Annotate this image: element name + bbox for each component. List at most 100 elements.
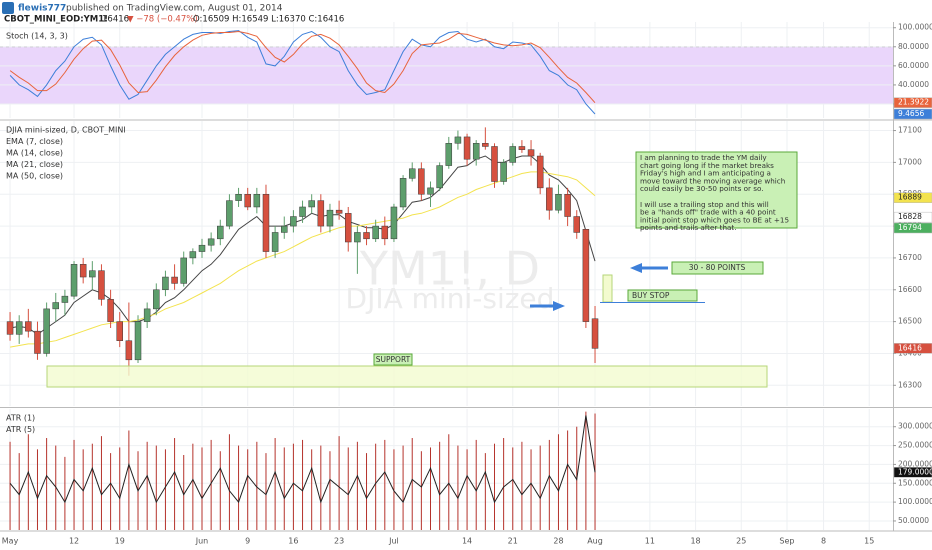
- symbol: CBOT_MINI_EOD:YM1!: [4, 15, 108, 25]
- buy-stop-label: BUY STOP: [632, 291, 670, 300]
- y-tick-label: 50.0000: [898, 516, 929, 525]
- y-tick-label: 16500: [898, 317, 922, 326]
- candle-body: [509, 146, 517, 163]
- y-tick-label: 200.0000: [898, 459, 932, 468]
- support-label-box: [373, 353, 413, 366]
- x-tick-label: 8: [821, 537, 826, 546]
- x-tick-label: Jun: [195, 537, 209, 546]
- y-tick-label: 16700: [898, 253, 922, 262]
- candle-body: [527, 149, 535, 157]
- arrow-right: [530, 301, 565, 311]
- x-tick-label: Jul: [388, 537, 399, 546]
- candle-body: [125, 340, 133, 361]
- candle-body: [372, 225, 379, 240]
- candle-body: [536, 155, 544, 189]
- note: I am planning to trade the YM dailychart…: [640, 153, 789, 232]
- y-tick-label: 150.0000: [898, 478, 932, 487]
- support-zone: [46, 365, 768, 388]
- candle-body: [408, 168, 416, 179]
- note-box: [635, 151, 798, 229]
- series-line: [10, 171, 596, 348]
- candle-body: [253, 193, 261, 208]
- candle-body: [198, 244, 206, 252]
- series-line: [9, 30, 596, 115]
- candle-body: [89, 270, 96, 278]
- logo: [2, 2, 14, 14]
- candle-body: [244, 193, 251, 208]
- y-tick-label: 17100: [898, 126, 922, 135]
- candle-body: [189, 251, 197, 259]
- x-tick-label: 25: [736, 537, 746, 546]
- x-tick-label: 21: [508, 537, 518, 546]
- candle-body: [482, 143, 489, 147]
- price-marker-label: 9.4656: [898, 109, 924, 118]
- candle-body: [226, 200, 233, 227]
- series-line: [9, 415, 596, 504]
- candle-body: [555, 193, 562, 211]
- candle-body: [308, 200, 315, 208]
- note-line: points and trails after that.: [640, 223, 737, 232]
- candle-body: [107, 299, 114, 322]
- support-label: SUPPORT: [376, 355, 411, 364]
- price-marker-label: 16416: [898, 343, 922, 352]
- candle-body: [43, 308, 50, 354]
- legend-entry: MA (50, close): [6, 172, 63, 181]
- y-tick-label: 300.0000: [898, 422, 932, 431]
- published: published on TradingView.com, August 01,…: [66, 4, 283, 14]
- candle-body: [235, 193, 242, 201]
- candle-body: [52, 302, 60, 310]
- y-tick-label: 100.0000: [898, 497, 932, 506]
- candle-body: [491, 146, 498, 182]
- legend-entry: DJIA mini-sized, D, CBOT_MINI: [6, 126, 126, 135]
- note-line: Friday's high and I am anticipating a: [640, 169, 771, 178]
- candle-body: [582, 229, 590, 322]
- x-tick-label: May: [2, 537, 19, 546]
- candle-body: [436, 165, 443, 189]
- legend-entry: MA (21, close): [6, 160, 63, 169]
- y-tick-label: 60.0000: [898, 61, 929, 70]
- price-marker-label: 16794: [898, 223, 922, 232]
- candle-body: [381, 225, 389, 240]
- watermark-symbol: YM1!, D: [359, 242, 540, 296]
- candle-body: [454, 136, 462, 144]
- x-tick-label: Aug: [587, 537, 603, 546]
- candle-body: [354, 232, 361, 243]
- candle-body: [472, 143, 480, 160]
- legend-entry: Stoch (14, 3, 3): [6, 32, 68, 41]
- price-marker: [893, 343, 932, 354]
- price-marker-label: 16828: [898, 212, 922, 221]
- note-line: could easily be 30-50 points or so.: [640, 184, 764, 193]
- x-tick-label: 23: [334, 537, 344, 546]
- candle-body: [153, 289, 160, 310]
- x-tick-label: 14: [462, 537, 472, 546]
- candle-body: [573, 216, 580, 233]
- y-tick-label: 100.0000: [898, 23, 932, 32]
- price-marker: [893, 192, 932, 203]
- change: ▼ −78 (−0.47%): [127, 15, 198, 25]
- price-marker: [893, 97, 932, 108]
- x-tick-label: 28: [553, 537, 563, 546]
- x-tick-label: 15: [864, 537, 874, 546]
- candle-body: [271, 232, 279, 252]
- x-tick-label: 18: [690, 537, 700, 546]
- price-marker-label: 16889: [898, 193, 922, 202]
- note-line: move toward the moving average which: [640, 176, 785, 185]
- y-tick-label: 17000: [898, 157, 922, 166]
- candle-body: [61, 295, 69, 303]
- candle-body: [171, 276, 178, 284]
- target-box: [671, 261, 764, 275]
- candle-body: [399, 178, 407, 208]
- candle-body: [217, 225, 224, 240]
- x-tick-label: 11: [645, 537, 655, 546]
- candle-body: [326, 209, 334, 227]
- stoch-band: [0, 46, 893, 104]
- price-marker-label: 21.3922: [898, 98, 929, 107]
- candle-body: [564, 193, 571, 217]
- candle-body: [463, 136, 471, 160]
- arrow-left: [630, 263, 668, 273]
- y-tick-label: 250.0000: [898, 441, 932, 450]
- candle-body: [143, 308, 151, 322]
- candle-body: [6, 321, 14, 335]
- candle-body: [445, 143, 453, 166]
- candle-body: [335, 209, 343, 214]
